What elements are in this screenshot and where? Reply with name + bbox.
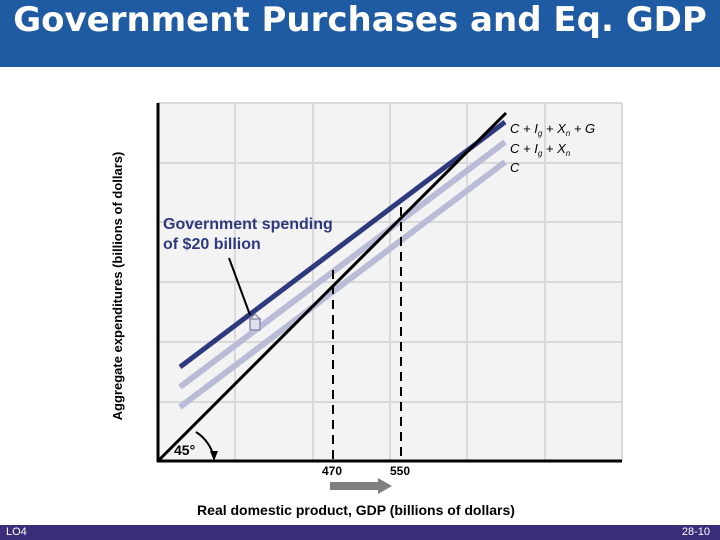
x-axis-title: Real domestic product, GDP (billions of …	[197, 502, 515, 518]
legend-label-c: C	[510, 160, 520, 175]
annotation-pointer	[228, 257, 251, 316]
grid	[158, 102, 623, 461]
title-bar: Government Purchases and Eq. GDP	[0, 0, 720, 67]
footer-bar: LO4 28-10	[0, 525, 720, 540]
legend-label-c-ig-xn: C + Ig + Xn	[510, 141, 571, 158]
c-ig-xn-g-line	[178, 120, 507, 369]
c-ig-xn-line	[178, 139, 507, 390]
x-tick-label: 470	[322, 464, 342, 478]
x-tick-label: 550	[390, 464, 410, 478]
angle-label: 45°	[174, 442, 195, 458]
gap-marker-cap	[248, 312, 262, 321]
shift-arrow-body	[330, 482, 380, 490]
slide-title: Government Purchases and Eq. GDP	[13, 0, 707, 40]
gap-marker-icon	[249, 318, 261, 331]
y-axis-title: Aggregate expenditures (billions of doll…	[110, 152, 125, 421]
legend-label-c-ig-xn-g: C + Ig + Xn + G	[510, 121, 595, 138]
learning-objective-label: LO4	[6, 526, 27, 538]
c-line	[178, 159, 507, 410]
shift-arrow-icon	[378, 478, 392, 494]
page-number: 28-10	[681, 526, 710, 538]
annotation-line-1: Government spending	[163, 216, 333, 233]
angle-arrow-icon	[210, 451, 218, 461]
annotation-line-2: of $20 billion	[163, 236, 261, 253]
